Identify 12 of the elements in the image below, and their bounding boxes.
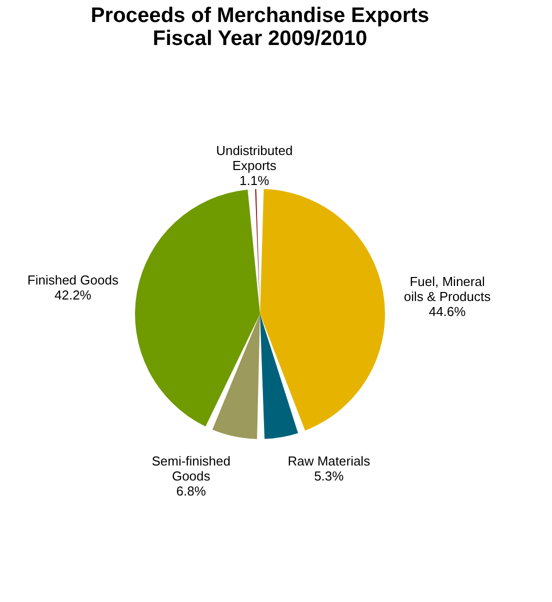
data-label: 42.2% xyxy=(54,288,92,303)
data-label: 5.3% xyxy=(314,468,344,484)
slice-label: Finished Goods xyxy=(27,272,119,288)
pie-slice xyxy=(260,314,298,439)
data-label: 1.1% xyxy=(240,173,270,188)
slice-label: Semi-finished Goods xyxy=(152,454,230,484)
slice-label: Fuel, Mineral oils & Products xyxy=(404,274,492,304)
slice-label: Undistributed Exports xyxy=(216,143,293,174)
data-label: 44.6% xyxy=(428,304,466,319)
chart-title: Proceeds of Merchandise Exports Fiscal Year 2009/2010 xyxy=(90,4,430,50)
slice-label: Raw Materials xyxy=(288,454,371,469)
data-label: 6.8% xyxy=(176,484,206,499)
